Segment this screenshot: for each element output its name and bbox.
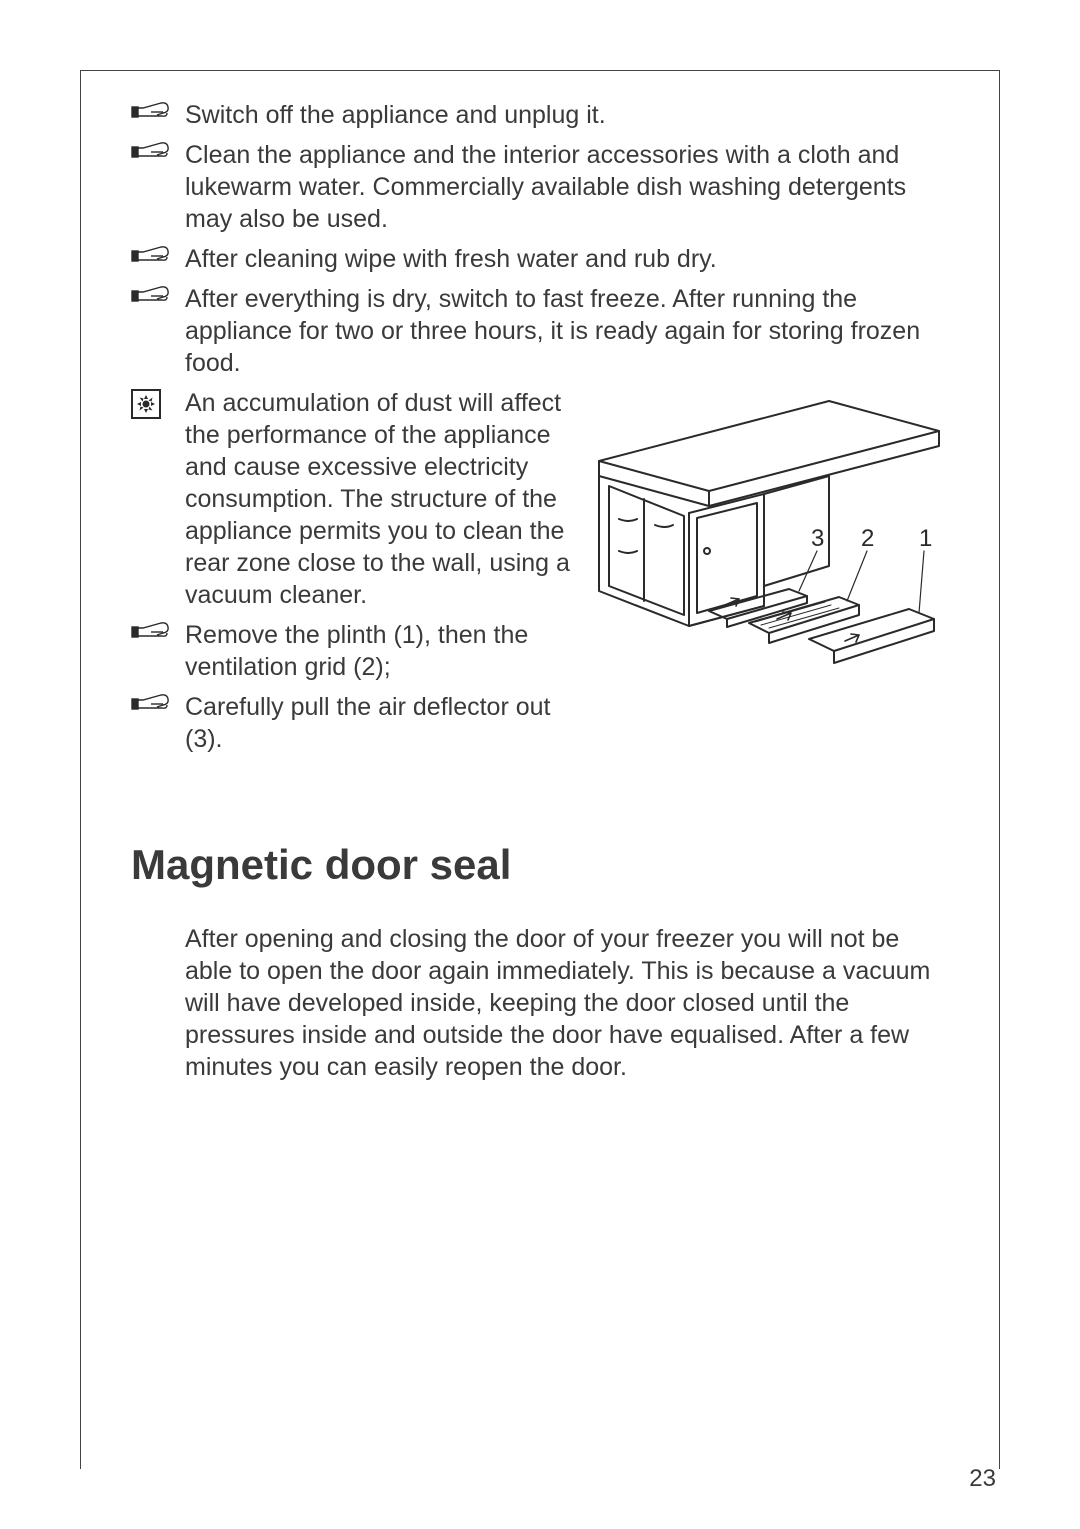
- instruction-row: Switch off the appliance and unplug it.: [131, 99, 949, 131]
- hand-icon: [131, 283, 185, 307]
- instruction-row: Remove the plinth (1), then the ventilat…: [131, 619, 579, 683]
- instruction-row: After cleaning wipe with fresh water and…: [131, 243, 949, 275]
- instruction-row: After everything is dry, switch to fast …: [131, 283, 949, 379]
- figure-callout-3: 3: [811, 525, 824, 552]
- instruction-text: Clean the appliance and the interior acc…: [185, 139, 949, 235]
- instruction-text: An accumulation of dust will affect the …: [185, 387, 579, 611]
- hand-icon: [131, 619, 185, 643]
- instruction-text: Carefully pull the air deflector out (3)…: [185, 691, 579, 755]
- hand-icon: [131, 99, 185, 123]
- section-heading: Magnetic door seal: [131, 841, 949, 889]
- instruction-text: Switch off the appliance and unplug it.: [185, 99, 949, 131]
- page-frame: Switch off the appliance and unplug it. …: [80, 70, 1000, 1469]
- hand-icon: [131, 139, 185, 163]
- figure-callout-2: 2: [861, 525, 874, 552]
- hand-icon: [131, 691, 185, 715]
- instruction-text: Remove the plinth (1), then the ventilat…: [185, 619, 579, 683]
- appliance-diagram: 3 2 1: [579, 387, 949, 671]
- instruction-text: After cleaning wipe with fresh water and…: [185, 243, 949, 275]
- page-number: 23: [969, 1465, 996, 1493]
- text-figure-row: An accumulation of dust will affect the …: [131, 387, 949, 763]
- instruction-text: After everything is dry, switch to fast …: [185, 283, 949, 379]
- hand-icon: [131, 243, 185, 267]
- instruction-row: Carefully pull the air deflector out (3)…: [131, 691, 579, 755]
- figure-callout-1: 1: [919, 525, 932, 552]
- instruction-row: Clean the appliance and the interior acc…: [131, 139, 949, 235]
- instruction-left-column: An accumulation of dust will affect the …: [131, 387, 579, 763]
- section-body: After opening and closing the door of yo…: [185, 923, 949, 1083]
- tip-icon: [131, 387, 185, 419]
- instruction-row: An accumulation of dust will affect the …: [131, 387, 579, 611]
